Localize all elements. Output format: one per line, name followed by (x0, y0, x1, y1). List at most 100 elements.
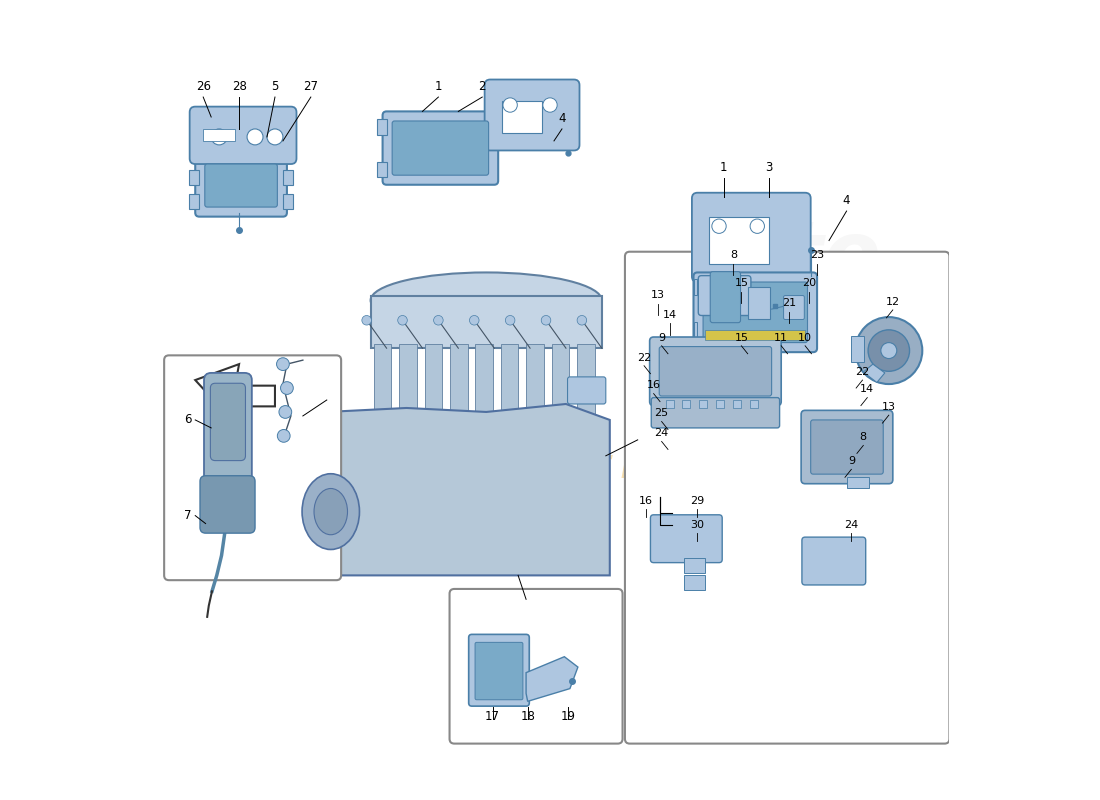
Text: 6: 6 (185, 414, 191, 426)
Bar (377, 119, 386, 134)
Circle shape (541, 315, 551, 325)
Bar (283, 170, 294, 185)
Text: 1: 1 (720, 162, 727, 174)
Bar (283, 194, 294, 209)
FancyBboxPatch shape (485, 79, 580, 150)
Bar (578, 344, 595, 428)
Text: 17: 17 (485, 710, 501, 723)
FancyBboxPatch shape (651, 398, 780, 428)
Text: 13: 13 (882, 402, 895, 412)
Text: 2: 2 (478, 80, 486, 93)
Text: 16: 16 (639, 496, 652, 506)
Bar (552, 344, 569, 428)
Circle shape (856, 317, 922, 384)
Text: 16: 16 (647, 381, 661, 390)
Ellipse shape (314, 489, 348, 534)
Text: 12: 12 (886, 297, 900, 306)
FancyBboxPatch shape (693, 273, 817, 352)
FancyBboxPatch shape (210, 383, 245, 461)
Text: 27: 27 (304, 80, 318, 93)
Circle shape (398, 315, 407, 325)
Circle shape (267, 129, 283, 145)
Text: 8: 8 (729, 250, 737, 261)
Circle shape (362, 315, 372, 325)
Text: 5: 5 (272, 80, 278, 93)
Text: 22: 22 (637, 353, 651, 362)
Circle shape (881, 342, 896, 358)
Text: 20: 20 (802, 278, 816, 288)
FancyBboxPatch shape (783, 295, 804, 319)
Circle shape (433, 315, 443, 325)
FancyBboxPatch shape (475, 642, 522, 700)
FancyBboxPatch shape (205, 164, 277, 207)
Text: 11: 11 (774, 333, 789, 342)
Circle shape (211, 129, 227, 145)
Bar (450, 344, 468, 428)
Text: 19: 19 (561, 710, 575, 723)
Text: 21: 21 (782, 298, 796, 308)
Text: 23: 23 (810, 250, 824, 261)
Text: 24: 24 (654, 428, 669, 438)
FancyBboxPatch shape (811, 420, 883, 474)
Circle shape (505, 315, 515, 325)
Bar (734, 400, 741, 408)
Bar (684, 574, 705, 590)
FancyBboxPatch shape (650, 337, 781, 406)
Text: 4: 4 (843, 194, 850, 207)
Circle shape (470, 315, 478, 325)
Polygon shape (526, 657, 578, 702)
FancyBboxPatch shape (568, 377, 606, 404)
Polygon shape (195, 364, 275, 428)
Text: 29: 29 (691, 496, 705, 506)
Bar (204, 129, 235, 141)
Bar (700, 400, 707, 408)
FancyBboxPatch shape (801, 410, 893, 484)
Text: 4: 4 (558, 112, 565, 125)
Bar (475, 344, 493, 428)
Bar (425, 344, 442, 428)
FancyBboxPatch shape (450, 589, 623, 744)
Text: 14: 14 (662, 310, 676, 320)
Text: a passion for parts: a passion for parts (388, 450, 712, 478)
Ellipse shape (371, 273, 602, 328)
FancyBboxPatch shape (802, 537, 866, 585)
Ellipse shape (302, 474, 360, 550)
Bar (847, 478, 869, 488)
Text: 25: 25 (654, 408, 669, 418)
Bar (716, 400, 724, 408)
Text: 15: 15 (735, 278, 748, 288)
Text: 9: 9 (658, 333, 666, 342)
Bar (684, 558, 705, 573)
Bar (526, 344, 543, 428)
Text: 13: 13 (650, 290, 664, 300)
Text: 28: 28 (232, 80, 246, 93)
Text: 14: 14 (860, 385, 875, 394)
Bar (748, 286, 770, 318)
Text: 1: 1 (434, 80, 442, 93)
Bar (693, 279, 697, 294)
Bar (503, 101, 542, 133)
Circle shape (280, 382, 294, 394)
Polygon shape (302, 404, 609, 575)
Text: 26: 26 (196, 80, 211, 93)
FancyBboxPatch shape (711, 272, 740, 322)
FancyBboxPatch shape (195, 154, 287, 217)
FancyBboxPatch shape (703, 282, 807, 342)
Bar (500, 344, 518, 428)
FancyBboxPatch shape (625, 252, 949, 744)
Circle shape (578, 315, 586, 325)
Text: 24: 24 (844, 520, 858, 530)
Circle shape (712, 219, 726, 234)
Bar (371, 296, 602, 348)
FancyBboxPatch shape (200, 476, 255, 533)
FancyBboxPatch shape (469, 634, 529, 706)
Bar (693, 322, 697, 338)
Text: 15: 15 (735, 333, 748, 342)
FancyBboxPatch shape (692, 193, 811, 282)
Text: 9: 9 (848, 456, 855, 466)
Circle shape (542, 98, 558, 112)
Circle shape (279, 406, 292, 418)
FancyBboxPatch shape (698, 276, 751, 315)
Text: 18: 18 (520, 710, 535, 723)
FancyBboxPatch shape (392, 121, 488, 175)
